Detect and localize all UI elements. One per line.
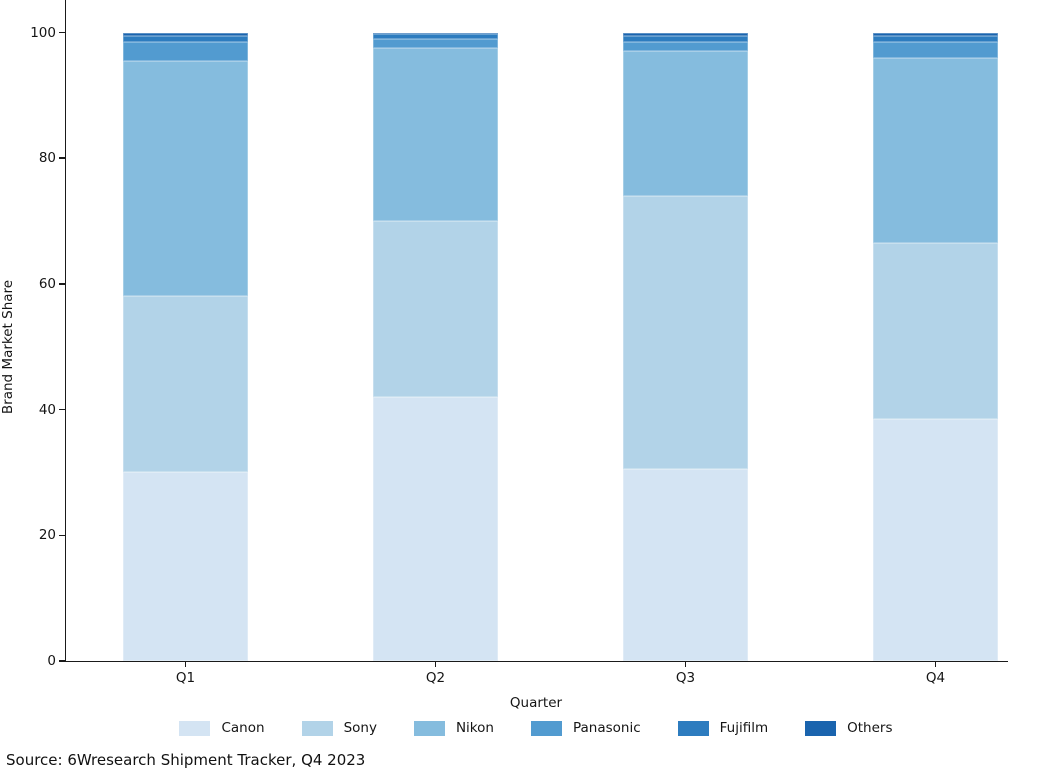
bar-segment-canon-q1 xyxy=(123,472,248,661)
bar-segment-nikon-q1 xyxy=(123,60,248,297)
bar-q2 xyxy=(373,32,498,661)
y-tick-label-40: 40 xyxy=(38,401,56,418)
x-tick-q1 xyxy=(184,661,187,667)
x-tick-q3 xyxy=(684,661,687,667)
y-tick-label-60: 60 xyxy=(38,275,56,292)
y-tick-label-80: 80 xyxy=(38,150,56,167)
bar-segment-others-q1 xyxy=(123,32,248,36)
legend: Canon Sony Nikon Panasonic Fujifilm Others xyxy=(65,715,1007,741)
bar-segment-nikon-q4 xyxy=(873,57,998,244)
x-tick-label-q4: Q4 xyxy=(925,670,946,686)
legend-item-nikon: Nikon xyxy=(413,720,494,736)
legend-label-sony: Sony xyxy=(343,720,377,736)
plot-area: 0 20 40 60 80 100 Q1 Q2 Q3 Q4 xyxy=(30,0,1008,686)
bar-segment-others-q4 xyxy=(873,32,998,36)
bar-segment-canon-q4 xyxy=(873,419,998,661)
legend-item-canon: Canon xyxy=(179,720,265,736)
y-tick-40 xyxy=(59,408,66,411)
legend-swatch-canon xyxy=(179,720,211,736)
bar-segment-fujifilm-q2 xyxy=(373,34,498,39)
bar-segment-fujifilm-q1 xyxy=(123,35,248,42)
bar-segment-others-q2 xyxy=(373,32,498,35)
y-tick-20 xyxy=(59,534,66,537)
y-tick-label-20: 20 xyxy=(38,527,56,544)
legend-item-fujifilm: Fujifilm xyxy=(677,720,769,736)
y-tick-label-0: 0 xyxy=(47,653,56,669)
bar-segment-nikon-q3 xyxy=(623,51,748,196)
legend-label-panasonic: Panasonic xyxy=(572,720,641,736)
legend-item-panasonic: Panasonic xyxy=(530,720,641,736)
legend-item-sony: Sony xyxy=(301,720,377,736)
bar-q1 xyxy=(123,32,248,661)
bar-segment-fujifilm-q3 xyxy=(623,35,748,42)
bar-q3 xyxy=(623,32,748,661)
bar-segment-sony-q3 xyxy=(623,195,748,470)
x-axis-label: Quarter xyxy=(509,695,563,711)
bar-segment-panasonic-q1 xyxy=(123,41,248,61)
y-tick-80 xyxy=(59,157,66,159)
legend-swatch-sony xyxy=(301,720,333,736)
legend-label-nikon: Nikon xyxy=(455,720,494,736)
x-tick-label-q1: Q1 xyxy=(175,670,196,686)
x-tick-label-q2: Q2 xyxy=(425,670,446,686)
y-tick-100 xyxy=(59,31,66,34)
legend-label-others: Others xyxy=(847,720,893,736)
legend-swatch-nikon xyxy=(413,720,445,736)
x-tick-q2 xyxy=(434,661,437,667)
bar-segment-sony-q2 xyxy=(373,221,498,398)
legend-swatch-panasonic xyxy=(530,720,562,736)
bar-segment-nikon-q2 xyxy=(373,48,498,222)
legend-label-canon: Canon xyxy=(221,720,265,736)
bar-segment-canon-q2 xyxy=(373,397,498,661)
bar-segment-canon-q3 xyxy=(623,469,748,661)
bar-segment-panasonic-q4 xyxy=(873,41,998,58)
y-axis-label: Brand Market Share xyxy=(0,279,16,415)
bar-segment-panasonic-q2 xyxy=(373,38,498,49)
bar-segment-sony-q4 xyxy=(873,243,998,420)
legend-label-fujifilm: Fujifilm xyxy=(719,720,769,736)
x-tick-label-q3: Q3 xyxy=(675,670,696,686)
x-tick-q4 xyxy=(934,661,937,667)
legend-swatch-fujifilm xyxy=(677,720,709,736)
legend-swatch-others xyxy=(805,720,837,736)
legend-item-others: Others xyxy=(805,720,893,736)
bar-segment-others-q3 xyxy=(623,32,748,36)
bar-segment-sony-q1 xyxy=(123,296,248,473)
y-tick-label-100: 100 xyxy=(30,24,56,41)
y-tick-0 xyxy=(59,660,66,662)
bar-segment-fujifilm-q4 xyxy=(873,35,998,42)
y-tick-60 xyxy=(59,283,66,285)
bar-segment-panasonic-q3 xyxy=(623,41,748,52)
source-note: Source: 6Wresearch Shipment Tracker, Q4 … xyxy=(6,751,366,769)
bar-q4 xyxy=(873,32,998,661)
